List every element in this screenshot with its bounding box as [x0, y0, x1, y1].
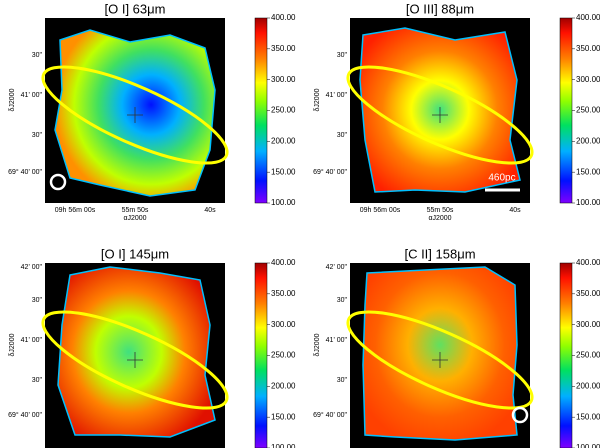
colorbar-label: 100.00	[576, 198, 600, 207]
map-emission	[57, 266, 216, 438]
colorbar-label: 400.00	[576, 258, 600, 267]
colorbar-label: 400.00	[576, 13, 600, 22]
colorbar	[559, 17, 573, 204]
scale-bar-label: 460pc	[488, 173, 515, 184]
y-tick-label: 30"	[337, 52, 348, 59]
colorbar-label: 350.00	[576, 289, 600, 298]
y-tick-label: 30"	[32, 52, 43, 59]
colorbar-label: 300.00	[576, 320, 600, 329]
colorbar-label: 250.00	[576, 106, 600, 115]
y-tick-label: 30"	[337, 297, 348, 304]
beam-size	[49, 173, 67, 191]
center-cross	[432, 107, 448, 123]
x-axis-label: αJ2000	[123, 215, 146, 222]
y-axis-label: δJ2000	[314, 88, 321, 111]
aperture-ellipse	[346, 65, 534, 165]
y-axis-label: δJ2000	[9, 88, 16, 111]
colorbar-label: 250.00	[271, 106, 296, 115]
x-tick-label: 40s	[509, 207, 521, 214]
colorbar	[254, 262, 268, 448]
y-tick-label: 42' 00"	[326, 264, 348, 271]
center-cross	[127, 107, 143, 123]
y-tick-label: 69° 40' 00"	[8, 168, 42, 176]
panel-title: [O I] 145μm	[101, 246, 169, 261]
y-tick-label: 30"	[32, 377, 43, 384]
x-tick-label: 09h 56m 00s	[360, 207, 401, 214]
colorbar-label: 200.00	[576, 381, 600, 390]
y-tick-label: 69° 40' 00"	[8, 411, 42, 419]
colorbar-label: 250.00	[271, 351, 296, 360]
beam-size	[511, 406, 529, 424]
aperture-ellipse	[346, 310, 534, 410]
x-axis-label: αJ2000	[428, 215, 451, 222]
colorbar-label: 300.00	[271, 320, 296, 329]
colorbar-label: 400.00	[271, 258, 296, 267]
colorbar	[559, 262, 573, 448]
colorbar	[254, 17, 268, 204]
aperture-ellipse	[41, 310, 229, 410]
y-tick-label: 41' 00"	[21, 92, 43, 99]
panel-title: [O III] 88μm	[406, 1, 474, 16]
y-tick-label: 69° 40' 00"	[313, 411, 347, 419]
center-cross	[432, 352, 448, 368]
colorbar-label: 100.00	[271, 443, 296, 448]
panel-title: [C II] 158μm	[404, 246, 475, 261]
y-tick-label: 30"	[337, 132, 348, 139]
colorbar-label: 150.00	[271, 167, 296, 176]
colorbar-label: 150.00	[271, 412, 296, 421]
y-tick-label: 41' 00"	[326, 337, 348, 344]
panel-title: [O I] 63μm	[105, 1, 166, 16]
colorbar-label: 350.00	[576, 44, 600, 53]
colorbar-label: 150.00	[576, 167, 600, 176]
colorbar-label: 350.00	[271, 289, 296, 298]
colorbar-label: 250.00	[576, 351, 600, 360]
x-tick-label: 40s	[204, 207, 216, 214]
y-axis-label: δJ2000	[314, 333, 321, 356]
colorbar-label: 200.00	[271, 136, 296, 145]
colorbar-label: 200.00	[576, 136, 600, 145]
panel: [C II] 158μm 42' 00" 30" 41' 00" 30" 69° 40' …	[313, 246, 600, 448]
panel: [O I] 145μm 42' 00" 30" 41' 00" 30" 69° 40' 0…	[8, 246, 296, 448]
aperture-ellipse	[41, 65, 229, 165]
y-tick-label: 42' 00"	[21, 264, 43, 271]
colorbar-label: 100.00	[576, 443, 600, 448]
x-tick-label: 55m 50s	[427, 207, 454, 214]
panel: [O I] 63μm 30" 41' 00" 30" 69° 40' 00" 09h 56…	[8, 1, 296, 221]
colorbar-label: 100.00	[271, 198, 296, 207]
y-tick-label: 41' 00"	[21, 337, 43, 344]
colorbar-label: 350.00	[271, 44, 296, 53]
y-tick-label: 30"	[32, 132, 43, 139]
y-axis-label: δJ2000	[9, 333, 16, 356]
colorbar-label: 400.00	[271, 13, 296, 22]
center-cross	[127, 352, 143, 368]
y-tick-label: 41' 00"	[326, 92, 348, 99]
x-tick-label: 55m 50s	[122, 207, 149, 214]
y-tick-label: 69° 40' 00"	[313, 168, 347, 176]
colorbar-label: 200.00	[271, 381, 296, 390]
panel: [O III] 88μm 460pc 30" 41' 00" 30" 69° 40' 00…	[313, 1, 600, 221]
y-tick-label: 30"	[32, 297, 43, 304]
y-tick-label: 30"	[337, 377, 348, 384]
colorbar-label: 150.00	[576, 412, 600, 421]
colorbar-label: 300.00	[271, 75, 296, 84]
colorbar-label: 300.00	[576, 75, 600, 84]
x-tick-label: 09h 56m 00s	[55, 207, 96, 214]
